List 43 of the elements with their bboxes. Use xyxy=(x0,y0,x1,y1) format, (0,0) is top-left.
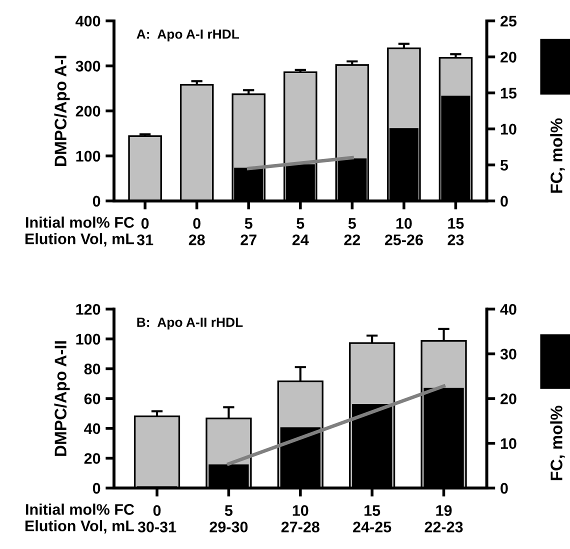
y-tick-label: 300 xyxy=(76,60,100,72)
text: A: Apo A-I rHDL xyxy=(136,30,240,42)
x-tick-label: 15 24-25 xyxy=(353,505,392,532)
y2-tick-label: 20 xyxy=(500,393,516,404)
y2-tick-label: 10 xyxy=(500,438,516,450)
y-tick-label: 20 xyxy=(84,453,100,464)
y2-tick-label: 25 xyxy=(500,16,517,27)
y-tick-label: 400 xyxy=(76,16,100,27)
x-axis-title: Initial mol% FC Elution Vol, mL xyxy=(25,504,134,534)
y-axis-title: DMPC/Apo A-II xyxy=(54,341,70,456)
y2-tick-label: 30 xyxy=(500,348,516,360)
x-tick-label: 10 27-28 xyxy=(281,505,320,532)
x-tick-label: 15 23 xyxy=(448,218,464,246)
y-tick-label: 0 xyxy=(92,196,100,207)
x-tick-label: 5 22 xyxy=(344,218,360,246)
x-tick-label: 0 30-31 xyxy=(138,505,176,532)
y-tick-label: 60 xyxy=(84,393,100,404)
y-tick-label: 100 xyxy=(76,334,100,345)
y2-axis-title: FC, mol% xyxy=(550,118,565,193)
y-tick-label: 40 xyxy=(84,423,100,434)
y2-tick-label: 0 xyxy=(500,196,508,207)
y-tick-label: 120 xyxy=(76,304,100,315)
y2-tick-label: 10 xyxy=(500,124,516,135)
y-tick-label: 100 xyxy=(76,150,100,162)
y-tick-label: 80 xyxy=(84,364,100,374)
y2-tick-label: 40 xyxy=(500,304,516,315)
x-axis-title: Initial mol% FC Elution Vol, mL xyxy=(25,216,134,246)
x-tick-label: 5 29-30 xyxy=(210,505,248,532)
x-tick-label: 10 25-26 xyxy=(384,218,423,246)
y2-tick-label: 0 xyxy=(500,482,508,494)
y2-axis-title: FC, mol% xyxy=(550,406,565,480)
x-tick-label: 19 22-23 xyxy=(424,505,463,532)
y2-tick-label: 15 xyxy=(500,88,517,99)
x-tick-label: 0 31 xyxy=(136,218,154,246)
x-tick-label: 5 24 xyxy=(292,218,309,246)
x-tick-label: 0 28 xyxy=(188,218,205,246)
y-tick-label: 200 xyxy=(76,106,100,117)
text: B: Apo A-II rHDL xyxy=(137,318,243,330)
y-axis-title: DMPC/Apo A-I xyxy=(54,56,70,166)
y-tick-label: 0 xyxy=(92,482,100,494)
y2-tick-label: 20 xyxy=(500,52,516,63)
y2-tick-label: 5 xyxy=(500,160,508,171)
x-tick-label: 5 27 xyxy=(240,218,256,246)
